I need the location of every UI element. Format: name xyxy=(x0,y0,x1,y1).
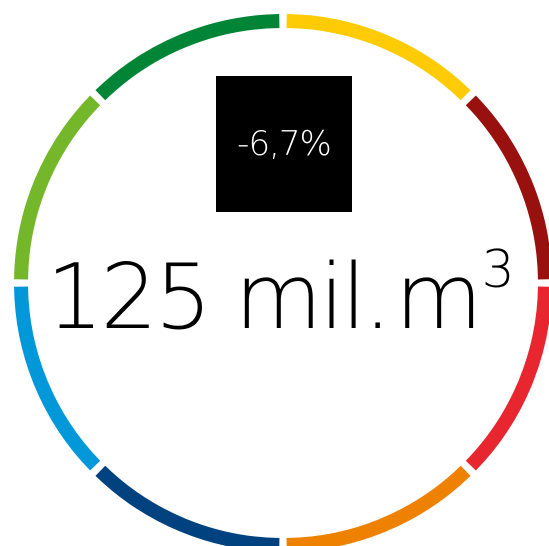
ring-segment xyxy=(14,95,101,280)
ring-segment xyxy=(95,14,280,101)
ring-segment xyxy=(465,286,549,471)
main-value: 125 mil.m3 xyxy=(0,238,549,358)
change-percentage: -6,7% xyxy=(237,124,332,164)
change-badge: -6,7% xyxy=(216,76,352,212)
value-unit: m xyxy=(394,245,483,350)
ring-segment xyxy=(286,465,471,546)
ring-segment xyxy=(286,14,471,101)
ring-segment xyxy=(14,286,101,471)
unit-exponent: 3 xyxy=(481,240,515,300)
value-amount: 125 mil. xyxy=(46,245,392,350)
ring-segment xyxy=(95,465,280,546)
ring-segment xyxy=(465,95,549,280)
